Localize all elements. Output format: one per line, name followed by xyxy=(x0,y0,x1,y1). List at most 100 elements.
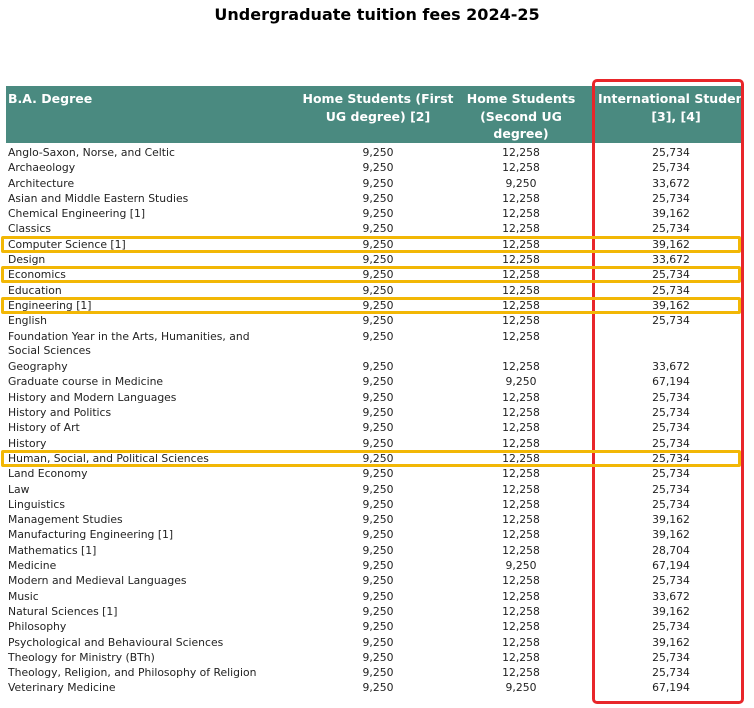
table-row: Engineering [1] 9,250 12,258 39,162 xyxy=(6,299,744,314)
table-row: Veterinary Medicine 9,250 9,250 67,194 xyxy=(6,681,744,696)
home-second-cell: 12,258 xyxy=(502,666,540,680)
home-second-cell: 12,258 xyxy=(502,253,540,267)
home-second-cell: 12,258 xyxy=(502,390,540,404)
home-second-cell: 9,250 xyxy=(505,176,537,190)
international-cell: 33,672 xyxy=(652,176,690,190)
degree-cell: Architecture xyxy=(8,176,75,190)
row-highlight-box xyxy=(1,450,741,467)
degree-cell: Philosophy xyxy=(8,620,67,634)
degree-cell: Law xyxy=(8,482,30,496)
home-first-cell: 9,250 xyxy=(362,559,394,573)
table-row: Architecture 9,250 9,250 33,672 xyxy=(6,177,744,192)
home-second-cell: 12,258 xyxy=(502,513,540,527)
international-cell: 67,194 xyxy=(652,559,690,573)
home-second-cell: 12,258 xyxy=(502,329,540,343)
table-row: Classics 9,250 12,258 25,734 xyxy=(6,222,744,237)
international-cell: 25,734 xyxy=(652,283,690,297)
degree-cell: Classics xyxy=(8,222,51,236)
home-first-cell: 9,250 xyxy=(362,666,394,680)
table-row: Design 9,250 12,258 33,672 xyxy=(6,253,744,268)
home-first-cell: 9,250 xyxy=(362,650,394,664)
degree-cell: Management Studies xyxy=(8,513,123,527)
home-second-cell: 9,250 xyxy=(505,559,537,573)
home-first-cell: 9,250 xyxy=(362,191,394,205)
home-second-cell: 12,258 xyxy=(502,451,540,465)
international-cell: 39,162 xyxy=(652,513,690,527)
table-row: Philosophy 9,250 12,258 25,734 xyxy=(6,620,744,635)
home-second-cell: 12,258 xyxy=(502,436,540,450)
home-first-cell: 9,250 xyxy=(362,222,394,236)
degree-cell: Economics xyxy=(8,268,66,282)
international-cell: 25,734 xyxy=(652,497,690,511)
home-first-cell: 9,250 xyxy=(362,360,394,374)
international-cell: 25,734 xyxy=(652,574,690,588)
international-cell: 39,162 xyxy=(652,207,690,221)
home-first-cell: 9,250 xyxy=(362,329,394,343)
home-second-cell: 12,258 xyxy=(502,528,540,542)
table-row: Computer Science [1] 9,250 12,258 39,162 xyxy=(6,238,744,253)
row-highlight-box xyxy=(1,297,741,314)
table-row: Psychological and Behavioural Sciences 9,… xyxy=(6,636,744,651)
degree-cell: Medicine xyxy=(8,559,57,573)
home-first-cell: 9,250 xyxy=(362,375,394,389)
international-cell: 25,734 xyxy=(652,222,690,236)
home-first-cell: 9,250 xyxy=(362,589,394,603)
home-first-cell: 9,250 xyxy=(362,176,394,190)
table-row: Anglo-Saxon, Norse, and Celtic 9,250 12,25… xyxy=(6,146,744,161)
home-first-cell: 9,250 xyxy=(362,513,394,527)
degree-cell: Linguistics xyxy=(8,497,65,511)
degree-cell: Manufacturing Engineering [1] xyxy=(8,528,174,542)
home-second-cell: 12,258 xyxy=(502,268,540,282)
degree-cell: Computer Science [1] xyxy=(8,237,126,251)
international-cell: 25,734 xyxy=(652,146,690,159)
table-row: Medicine 9,250 9,250 67,194 xyxy=(6,559,744,574)
degree-cell: History of Art xyxy=(8,421,80,435)
degree-cell: Mathematics [1] xyxy=(8,543,97,557)
table-row: History and Modern Languages 9,250 12,258 2… xyxy=(6,391,744,406)
international-cell: 39,162 xyxy=(652,298,690,312)
table-row: Geography 9,250 12,258 33,672 xyxy=(6,360,744,375)
degree-cell: Modern and Medieval Languages xyxy=(8,574,187,588)
international-cell: 28,704 xyxy=(652,543,690,557)
degree-cell: Veterinary Medicine xyxy=(8,681,116,695)
table-row: Economics 9,250 12,258 25,734 xyxy=(6,268,744,283)
home-second-cell: 12,258 xyxy=(502,191,540,205)
table-row: Linguistics 9,250 12,258 25,734 xyxy=(6,498,744,513)
home-second-cell: 12,258 xyxy=(502,574,540,588)
table-row: Theology, Religion, and Philosophy of Re… xyxy=(6,666,744,681)
degree-cell: Graduate course in Medicine xyxy=(8,375,164,389)
home-second-cell: 9,250 xyxy=(505,375,537,389)
header-home-first: Home Students (First UG degree) [2] xyxy=(302,91,454,124)
degree-cell: Education xyxy=(8,283,62,297)
table-row: Manufacturing Engineering [1] 9,250 12,258… xyxy=(6,528,744,543)
table-row: History of Art 9,250 12,258 25,734 xyxy=(6,421,744,436)
degree-cell: Natural Sciences [1] xyxy=(8,604,118,618)
degree-cell: Design xyxy=(8,253,46,267)
home-first-cell: 9,250 xyxy=(362,268,394,282)
table-row: Graduate course in Medicine 9,250 9,250 67,… xyxy=(6,375,744,390)
international-cell: 25,734 xyxy=(652,421,690,435)
table-row: Theology for Ministry (BTh) 9,250 12,258 25… xyxy=(6,651,744,666)
home-first-cell: 9,250 xyxy=(362,146,394,159)
home-first-cell: 9,250 xyxy=(362,467,394,481)
home-second-cell: 12,258 xyxy=(502,161,540,175)
home-first-cell: 9,250 xyxy=(362,314,394,328)
international-cell: 25,734 xyxy=(652,314,690,328)
home-second-cell: 12,258 xyxy=(502,482,540,496)
home-second-cell: 12,258 xyxy=(502,589,540,603)
home-second-cell: 12,258 xyxy=(502,406,540,420)
degree-cell: History xyxy=(8,436,47,450)
header-international: International Students [3], [4] xyxy=(598,91,754,124)
home-second-cell: 12,258 xyxy=(502,222,540,236)
degree-cell: Theology for Ministry (BTh) xyxy=(8,650,155,664)
home-first-cell: 9,250 xyxy=(362,283,394,297)
international-cell: 25,734 xyxy=(652,191,690,205)
home-first-cell: 9,250 xyxy=(362,298,394,312)
table-row: Asian and Middle Eastern Studies 9,250 12,… xyxy=(6,192,744,207)
degree-cell: Chemical Engineering [1] xyxy=(8,207,146,221)
home-second-cell: 12,258 xyxy=(502,360,540,374)
international-cell: 25,734 xyxy=(652,161,690,175)
degree-cell: Land Economy xyxy=(8,467,88,481)
home-first-cell: 9,250 xyxy=(362,421,394,435)
